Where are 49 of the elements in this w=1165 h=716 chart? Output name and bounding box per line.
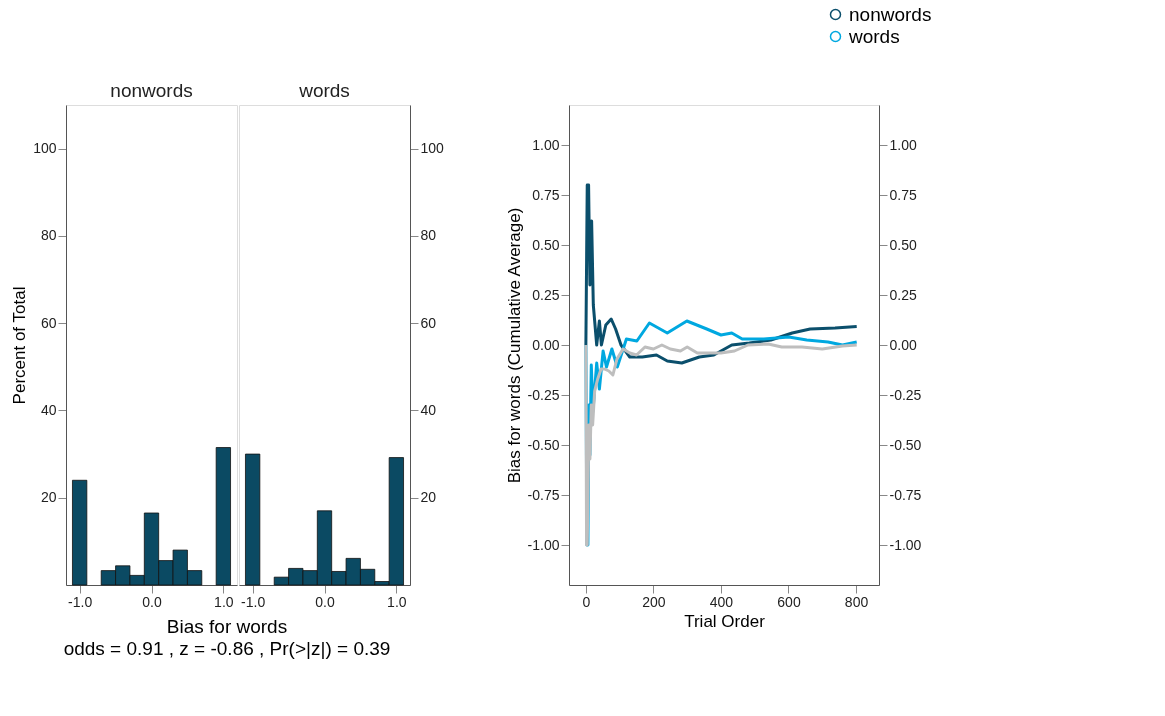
y-tick-label: -0.75 [527, 486, 560, 503]
x-tick-label: 400 [709, 593, 734, 610]
y2-tick-label: 1.00 [889, 136, 917, 153]
x-axis-title: Bias for words [166, 615, 288, 637]
y-tick-label: 20 [420, 489, 437, 506]
y2-tick-label: -1.00 [889, 536, 922, 553]
y2-tick-label: 0.00 [889, 336, 917, 353]
y-tick-label: 0.00 [532, 336, 560, 353]
x-tick-label: 0 [582, 593, 591, 610]
y-axis-title: Bias for words (Cumulative Average) [504, 207, 524, 484]
y-tick-label: 0.50 [532, 236, 560, 253]
x-tick-label: 1.0 [387, 593, 407, 610]
y-tick-label: -0.50 [527, 436, 560, 453]
y-tick-label: 1.00 [532, 136, 560, 153]
x-tick-label: 0.0 [142, 593, 162, 610]
y2-tick-label: 0.50 [889, 236, 917, 253]
y-tick-label: -1.00 [527, 536, 560, 553]
y2-tick-label: -0.75 [889, 486, 922, 503]
y-tick-label: 100 [420, 140, 445, 157]
chart-title: nonwords [110, 80, 193, 101]
x-tick-label: 200 [642, 593, 666, 610]
x-tick-label: 800 [844, 593, 869, 610]
x-tick-label: -1.0 [241, 593, 266, 610]
y2-tick-label: -0.50 [889, 436, 922, 453]
x-tick-label: 600 [777, 593, 801, 610]
x-tick-label: 0.0 [315, 593, 335, 610]
y-tick-label: 60 [40, 314, 57, 331]
chart-title: words [298, 80, 350, 101]
y-tick-label: 0.75 [532, 186, 560, 203]
y2-tick-label: -0.25 [889, 386, 922, 403]
y-tick-label: 40 [420, 401, 437, 418]
y-tick-label: 40 [40, 401, 57, 418]
legend-label: nonwords [849, 3, 932, 25]
text: odds = 0.91 , z = -0.86 , Pr(>|z|) = 0.39 [63, 637, 391, 659]
y-tick-label: -0.25 [527, 386, 560, 403]
line-series [584, 183, 859, 365]
y-tick-label: 60 [420, 314, 437, 331]
y-axis-title: Percent of Total [10, 286, 30, 405]
y-tick-label: 0.25 [532, 286, 560, 303]
legend-label: words [848, 25, 900, 47]
x-axis-title: Trial Order [684, 611, 766, 631]
y2-tick-label: 0.25 [889, 286, 917, 303]
x-tick-label: 1.0 [214, 593, 234, 610]
x-tick-label: -1.0 [68, 593, 93, 610]
y-tick-label: 100 [33, 140, 57, 157]
y-tick-label: 80 [40, 227, 57, 244]
y-tick-label: 20 [40, 489, 57, 506]
y2-tick-label: 0.75 [889, 186, 917, 203]
y-tick-label: 80 [420, 227, 437, 244]
